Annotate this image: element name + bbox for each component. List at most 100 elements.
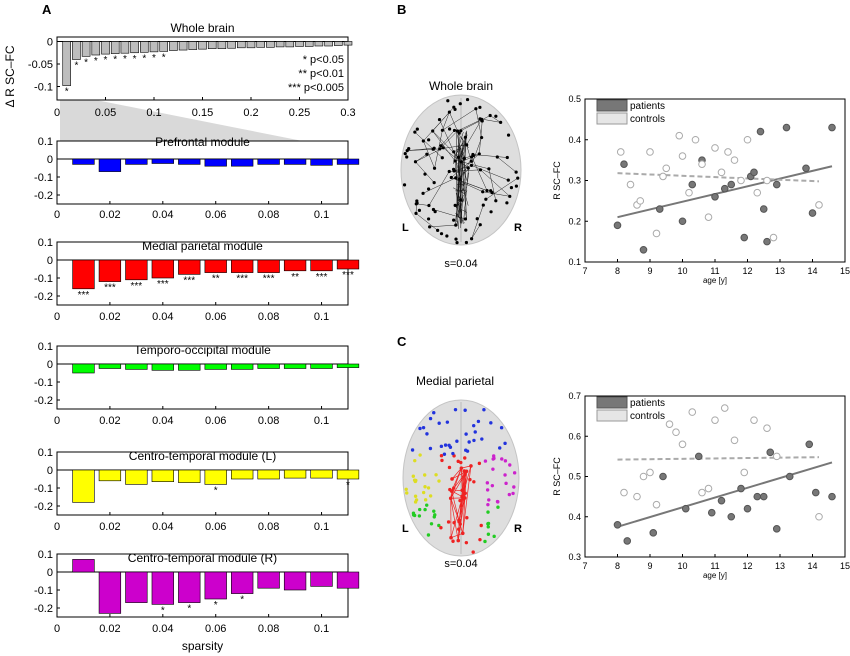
legend-swatch-patients (596, 396, 628, 409)
network-node (425, 432, 429, 436)
bar (283, 469, 307, 479)
data-point-patients (743, 504, 752, 513)
significance-marker: *** (263, 274, 275, 285)
network-node (505, 201, 509, 205)
data-point-controls (743, 135, 752, 144)
network-node (471, 152, 475, 157)
data-point-controls (763, 424, 771, 433)
network-node (413, 458, 417, 463)
network-node (428, 416, 433, 421)
network-edge (471, 205, 484, 239)
x-tick-label: 0.04 (152, 415, 173, 427)
network-node (454, 223, 458, 227)
brain-graph-medial-parietal: Medial parietal L R s=0.04 (402, 374, 522, 570)
significance-marker: *** (78, 290, 90, 301)
x-tick-label: 0.08 (258, 623, 279, 635)
data-point-controls (730, 436, 739, 445)
network-node (432, 515, 436, 519)
network-node (464, 540, 469, 545)
data-point-patients (763, 237, 771, 246)
network-node (487, 167, 491, 171)
network-node (426, 187, 431, 191)
network-node (426, 486, 431, 490)
x-tick-label: 0.04 (152, 521, 173, 533)
network-node (437, 117, 442, 122)
x-tick-label: 0.1 (314, 311, 329, 323)
network-node (436, 228, 440, 232)
network-node (465, 143, 469, 147)
network-node (478, 537, 482, 542)
network-edge (458, 156, 465, 219)
significance-marker: * (162, 52, 166, 63)
data-point-controls (678, 440, 687, 449)
network-node (439, 232, 444, 236)
bar (231, 158, 254, 167)
network-node (451, 167, 456, 171)
network-node (463, 135, 468, 139)
bar (310, 158, 333, 166)
network-node (511, 491, 515, 496)
bar (257, 571, 280, 589)
network-node (437, 479, 441, 483)
bar (125, 158, 148, 165)
network-node (506, 178, 510, 182)
network-node (442, 452, 447, 456)
y-axis-label: R SC–FC (552, 161, 562, 200)
data-point-patients (772, 180, 781, 189)
data-point-controls (646, 468, 654, 477)
legend-p001: ** p<0.01 (298, 68, 344, 80)
network-node (455, 240, 459, 245)
significance-marker: * (187, 604, 191, 615)
bar (310, 469, 333, 479)
significance-marker: * (214, 600, 218, 611)
network-edge (458, 521, 464, 534)
network-node (498, 446, 502, 450)
network-node (464, 240, 469, 245)
bar (246, 41, 256, 49)
bar (336, 158, 360, 165)
legend-swatch-controls (596, 409, 628, 422)
bar (72, 41, 81, 60)
x-tick-label: 7 (582, 561, 587, 571)
x-tick-label: 0.08 (258, 311, 279, 323)
network-node (491, 454, 496, 458)
network-node (491, 467, 495, 471)
data-point-patients (681, 504, 690, 513)
data-point-patients (720, 184, 729, 193)
data-point-patients (740, 233, 749, 242)
network-edge (415, 213, 438, 231)
network-node (463, 472, 467, 477)
significance-marker: * (104, 55, 108, 66)
bar (188, 41, 198, 50)
scatter-whole-brain: 7 8 9 10 11 12 13 14 15 0.5 0.4 0.3 0.2 0.1 age [y] R S… (552, 94, 850, 285)
y-axis-label: R SC–FC (552, 457, 562, 496)
network-node (456, 459, 460, 464)
network-node (463, 456, 467, 460)
network-node (432, 166, 437, 170)
bar (204, 158, 227, 167)
network-edge (457, 497, 466, 541)
x-tick-label: 0.06 (205, 311, 226, 323)
network-node (445, 420, 450, 424)
data-point-patients (717, 496, 726, 505)
y-tick-label: 0.1 (568, 257, 581, 267)
network-node (418, 453, 422, 457)
x-tick-label: 0.2 (243, 107, 258, 119)
x-tick-label: 0 (54, 521, 60, 533)
bar (178, 571, 201, 603)
network-node (439, 525, 443, 530)
network-node (461, 497, 466, 501)
network-edge (490, 115, 501, 123)
network-node (432, 146, 436, 150)
significance-marker: ** (291, 272, 299, 283)
significance-marker: *** (236, 274, 248, 285)
bar (285, 41, 295, 48)
bar (324, 41, 333, 47)
network-node (423, 485, 427, 489)
network-node (459, 460, 463, 465)
data-point-patients (707, 508, 716, 517)
x-tick-label: 0.02 (99, 311, 120, 323)
network-node (449, 175, 453, 180)
network-node (503, 473, 507, 477)
network-node (508, 194, 512, 198)
